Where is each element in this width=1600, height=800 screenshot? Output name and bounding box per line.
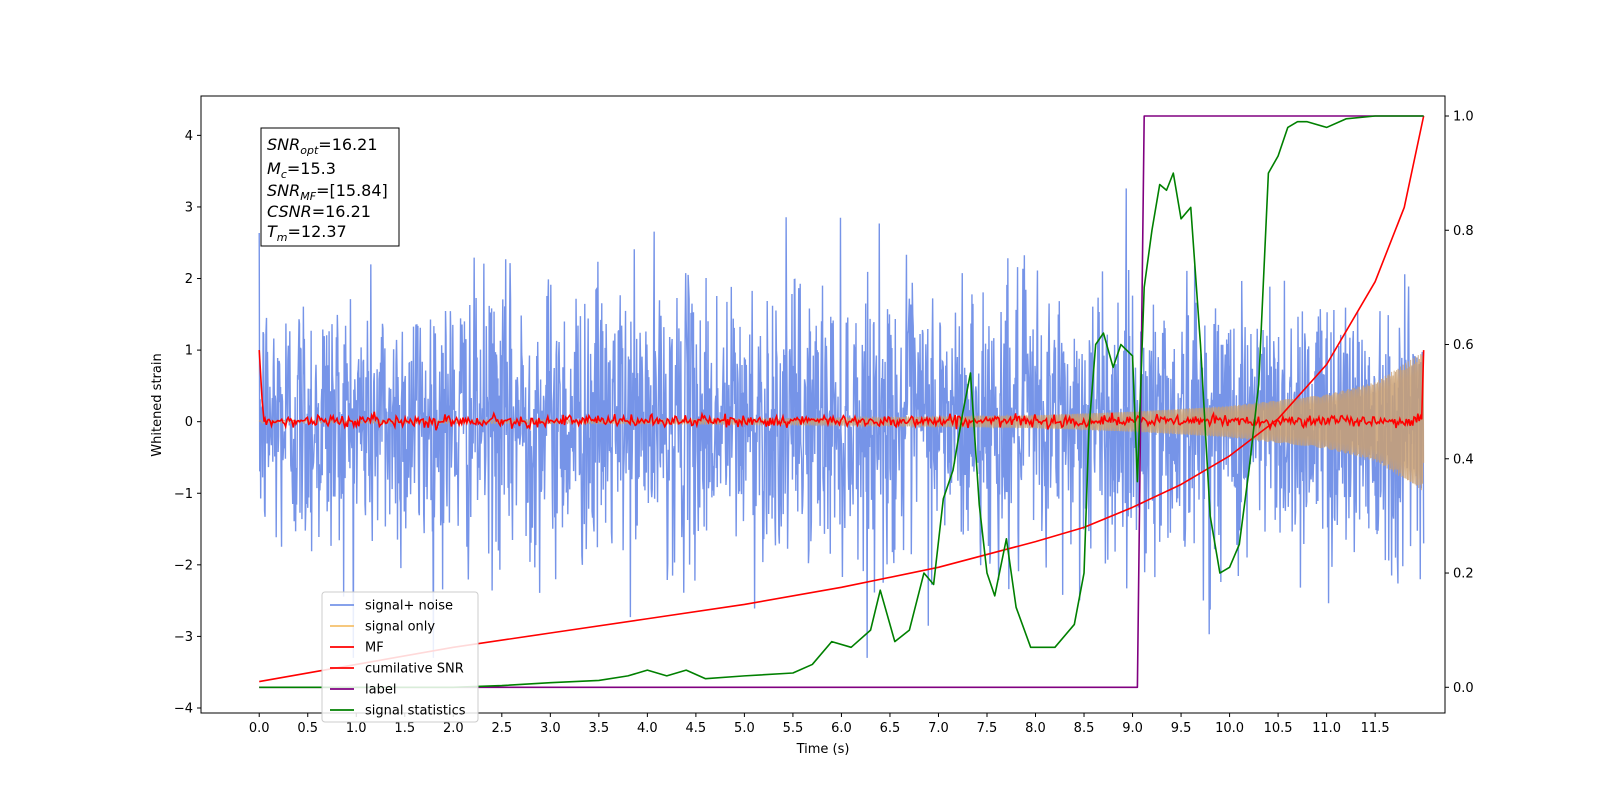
annotation-snr-mf: SNRMF=[15.84] bbox=[267, 181, 388, 203]
x-tick-label: 10.0 bbox=[1215, 721, 1244, 736]
x-tick-label: 4.5 bbox=[686, 721, 707, 736]
x-tick-label: 5.0 bbox=[734, 721, 755, 736]
y2-tick-label: 0.8 bbox=[1453, 224, 1474, 239]
plot-frame bbox=[200, 95, 1446, 714]
y-tick-label: 0 bbox=[185, 415, 193, 430]
x-tick-label: 9.5 bbox=[1171, 721, 1192, 736]
legend-entry: cumilative SNR bbox=[365, 662, 464, 677]
y-tick-label: −3 bbox=[174, 630, 193, 645]
y-axis-right: 0.0 0.2 0.4 0.6 0.8 1.0 bbox=[1445, 109, 1474, 696]
series-cumulative-snr bbox=[259, 115, 1425, 683]
y-tick-label: −1 bbox=[174, 487, 193, 502]
x-tick-label: 9.0 bbox=[1122, 721, 1143, 736]
y2-tick-label: 0.2 bbox=[1453, 567, 1474, 582]
x-tick-label: 0.0 bbox=[249, 721, 270, 736]
x-tick-label: 8.5 bbox=[1074, 721, 1095, 736]
x-tick-label: 1.0 bbox=[346, 721, 367, 736]
y2-tick-label: 0.4 bbox=[1453, 452, 1474, 467]
x-tick-label: 10.5 bbox=[1264, 721, 1293, 736]
x-tick-label: 6.5 bbox=[880, 721, 901, 736]
x-tick-label: 4.0 bbox=[637, 721, 658, 736]
y2-tick-label: 1.0 bbox=[1453, 109, 1474, 124]
legend: signal+ noise signal only MF cumilative SNR… bbox=[321, 591, 479, 723]
y2-tick-label: 0.6 bbox=[1453, 338, 1474, 353]
plot-area bbox=[258, 115, 1425, 689]
y-axis-left: −4 −3 −2 −1 0 1 2 3 4 bbox=[174, 129, 201, 716]
y-tick-label: 2 bbox=[185, 272, 193, 287]
y-tick-label: 4 bbox=[185, 129, 193, 144]
x-tick-label: 7.0 bbox=[928, 721, 949, 736]
legend-box bbox=[321, 591, 479, 723]
legend-entry: label bbox=[365, 683, 396, 698]
x-axis-label: Time (s) bbox=[796, 742, 850, 757]
y-tick-label: −4 bbox=[174, 701, 193, 716]
y2-tick-label: 0.0 bbox=[1453, 681, 1474, 696]
annotation-snr-opt: SNRopt=16.21 bbox=[267, 135, 378, 157]
legend-entry: signal only bbox=[365, 620, 435, 635]
annotation-box: SNRopt=16.21 Mc=15.3 SNRMF=[15.84] CSNR=… bbox=[260, 127, 400, 247]
y-tick-label: −2 bbox=[174, 558, 193, 573]
x-tick-label: 3.5 bbox=[589, 721, 610, 736]
legend-entry: signal+ noise bbox=[365, 599, 453, 614]
annotation-tm: Tm=12.37 bbox=[267, 222, 347, 244]
legend-entry: signal statistics bbox=[365, 704, 466, 719]
x-axis: 0.0 0.5 1.0 1.5 2.0 2.5 3.0 3.5 4.0 4.5 5.0 5.5 6.0 6… bbox=[249, 713, 1390, 736]
x-tick-label: 3.0 bbox=[540, 721, 561, 736]
x-tick-label: 2.5 bbox=[491, 721, 512, 736]
series-signal-noise bbox=[258, 188, 1425, 658]
x-tick-label: 7.5 bbox=[977, 721, 998, 736]
x-tick-label: 5.5 bbox=[783, 721, 804, 736]
x-tick-label: 2.0 bbox=[443, 721, 464, 736]
x-tick-label: 11.5 bbox=[1361, 721, 1390, 736]
series-signal-statistics bbox=[259, 115, 1424, 689]
x-tick-label: 8.0 bbox=[1025, 721, 1046, 736]
x-tick-label: 6.0 bbox=[831, 721, 852, 736]
x-tick-label: 1.5 bbox=[394, 721, 415, 736]
annotation-mc: Mc=15.3 bbox=[267, 159, 336, 181]
series-mf bbox=[258, 350, 1425, 432]
annotation-csnr: CSNR=16.21 bbox=[267, 202, 371, 221]
legend-entry: MF bbox=[365, 641, 384, 656]
y-axis-label: Whitened strain bbox=[150, 353, 165, 456]
y-tick-label: 1 bbox=[185, 344, 193, 359]
x-tick-label: 0.5 bbox=[297, 721, 318, 736]
x-tick-label: 11.0 bbox=[1312, 721, 1341, 736]
y-tick-label: 3 bbox=[185, 200, 193, 215]
